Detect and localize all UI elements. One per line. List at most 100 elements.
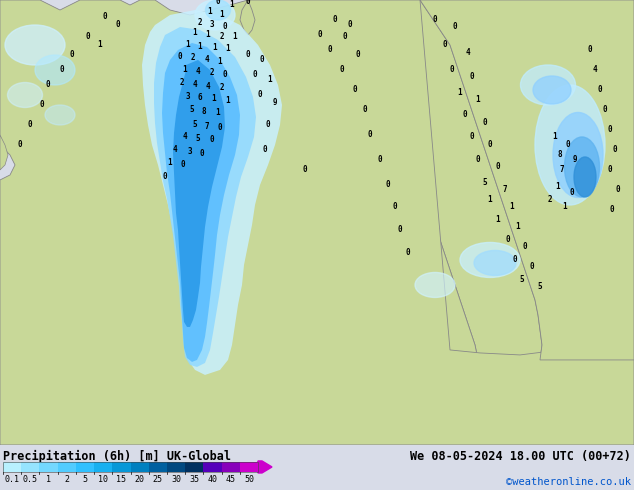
Polygon shape bbox=[420, 0, 634, 360]
Text: 1: 1 bbox=[98, 41, 102, 49]
Text: 40: 40 bbox=[207, 475, 217, 484]
Text: 0: 0 bbox=[210, 135, 214, 145]
Text: 1: 1 bbox=[458, 89, 462, 98]
Text: 0: 0 bbox=[253, 71, 257, 79]
Text: 8: 8 bbox=[202, 107, 206, 117]
Text: 3: 3 bbox=[188, 147, 192, 156]
Text: 0: 0 bbox=[470, 132, 474, 142]
Text: 0: 0 bbox=[610, 205, 614, 215]
Bar bbox=[3, 462, 21, 472]
Text: 0: 0 bbox=[603, 105, 607, 115]
Text: 0: 0 bbox=[570, 189, 574, 197]
Text: 35: 35 bbox=[190, 475, 199, 484]
Text: 2: 2 bbox=[198, 19, 202, 27]
Bar bbox=[185, 462, 204, 472]
Text: 1: 1 bbox=[208, 7, 212, 17]
Text: 8: 8 bbox=[558, 150, 562, 159]
Text: 5: 5 bbox=[190, 105, 194, 115]
Text: 1: 1 bbox=[476, 96, 481, 104]
Text: 0: 0 bbox=[432, 16, 437, 24]
Bar bbox=[149, 462, 167, 472]
Text: 0: 0 bbox=[607, 125, 612, 134]
Polygon shape bbox=[154, 27, 256, 367]
Text: 1: 1 bbox=[555, 182, 560, 192]
Text: 0: 0 bbox=[463, 110, 467, 120]
Ellipse shape bbox=[460, 243, 520, 277]
Text: 0: 0 bbox=[529, 263, 534, 271]
Polygon shape bbox=[173, 60, 225, 327]
Text: 0: 0 bbox=[476, 155, 481, 165]
Text: 0: 0 bbox=[333, 16, 337, 24]
Text: 0: 0 bbox=[392, 202, 398, 212]
Text: 1: 1 bbox=[268, 75, 273, 84]
Text: 4: 4 bbox=[196, 68, 200, 76]
Text: 1: 1 bbox=[226, 45, 230, 53]
Ellipse shape bbox=[205, 0, 231, 20]
Text: 5: 5 bbox=[520, 275, 524, 285]
Text: 5: 5 bbox=[482, 178, 488, 188]
Polygon shape bbox=[162, 43, 240, 362]
Text: 1: 1 bbox=[226, 97, 230, 105]
Text: 0: 0 bbox=[181, 160, 185, 170]
Text: 0: 0 bbox=[513, 255, 517, 265]
Polygon shape bbox=[142, 10, 282, 375]
Text: 4: 4 bbox=[205, 55, 209, 65]
Text: 1: 1 bbox=[167, 158, 172, 168]
Text: 0: 0 bbox=[368, 130, 372, 140]
Ellipse shape bbox=[521, 65, 576, 105]
Bar bbox=[21, 462, 39, 472]
Polygon shape bbox=[420, 0, 634, 360]
Text: 0: 0 bbox=[223, 23, 228, 31]
Text: 2: 2 bbox=[179, 78, 184, 88]
Text: 2: 2 bbox=[220, 83, 224, 93]
Ellipse shape bbox=[195, 0, 235, 30]
Text: 7: 7 bbox=[205, 122, 209, 131]
Polygon shape bbox=[360, 0, 542, 375]
Polygon shape bbox=[0, 0, 634, 445]
Text: 0: 0 bbox=[46, 80, 50, 90]
Text: 0: 0 bbox=[340, 66, 344, 74]
Text: 0: 0 bbox=[302, 166, 307, 174]
Text: 0: 0 bbox=[262, 146, 268, 154]
Bar bbox=[3, 462, 258, 472]
Text: 5: 5 bbox=[82, 475, 87, 484]
Text: 30: 30 bbox=[171, 475, 181, 484]
Polygon shape bbox=[0, 135, 8, 170]
Text: 0: 0 bbox=[223, 71, 228, 79]
Text: 2: 2 bbox=[210, 69, 214, 77]
Text: 0: 0 bbox=[378, 155, 382, 165]
Polygon shape bbox=[240, 0, 255, 35]
Text: 0: 0 bbox=[115, 21, 120, 29]
Text: 0: 0 bbox=[246, 0, 250, 6]
Text: 0: 0 bbox=[328, 46, 332, 54]
Text: 3: 3 bbox=[186, 93, 190, 101]
Text: 2: 2 bbox=[191, 53, 195, 63]
Text: 0: 0 bbox=[40, 100, 44, 109]
Text: We 08-05-2024 18.00 UTC (00+72): We 08-05-2024 18.00 UTC (00+72) bbox=[410, 450, 631, 463]
Text: 0: 0 bbox=[257, 91, 262, 99]
Text: 0: 0 bbox=[406, 248, 410, 257]
Text: 0: 0 bbox=[443, 41, 448, 49]
Text: 9: 9 bbox=[573, 155, 578, 165]
Text: 0: 0 bbox=[86, 32, 90, 42]
Text: 7: 7 bbox=[560, 166, 564, 174]
Text: 0: 0 bbox=[266, 121, 270, 129]
Text: 1: 1 bbox=[510, 202, 514, 212]
Text: 0: 0 bbox=[385, 180, 391, 190]
Polygon shape bbox=[265, 0, 415, 390]
Polygon shape bbox=[320, 0, 478, 390]
Ellipse shape bbox=[35, 55, 75, 85]
Text: 0: 0 bbox=[246, 50, 250, 59]
Text: 0: 0 bbox=[200, 149, 204, 158]
Ellipse shape bbox=[8, 82, 42, 107]
Ellipse shape bbox=[564, 137, 600, 197]
Text: 1: 1 bbox=[212, 95, 216, 103]
Text: 1: 1 bbox=[212, 44, 217, 52]
Text: 45: 45 bbox=[226, 475, 236, 484]
Text: 1: 1 bbox=[230, 0, 235, 9]
Text: 0: 0 bbox=[522, 243, 527, 251]
Text: 0: 0 bbox=[178, 52, 183, 61]
Ellipse shape bbox=[415, 272, 455, 297]
Ellipse shape bbox=[574, 157, 596, 197]
Text: 6: 6 bbox=[198, 94, 202, 102]
